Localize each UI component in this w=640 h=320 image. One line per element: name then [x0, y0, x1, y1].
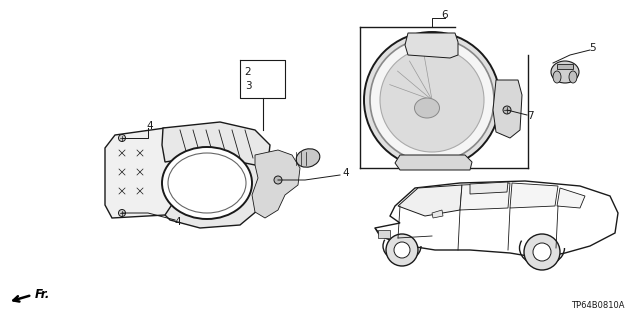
- Ellipse shape: [296, 149, 320, 167]
- Circle shape: [524, 234, 560, 270]
- Text: 4: 4: [175, 217, 181, 227]
- Text: TP64B0810A: TP64B0810A: [572, 301, 625, 310]
- Polygon shape: [432, 210, 443, 218]
- Polygon shape: [405, 33, 458, 58]
- Polygon shape: [105, 128, 175, 218]
- Polygon shape: [557, 188, 585, 208]
- Polygon shape: [150, 138, 268, 228]
- Text: 2: 2: [244, 67, 252, 77]
- Ellipse shape: [569, 71, 577, 83]
- Polygon shape: [470, 182, 508, 194]
- Polygon shape: [398, 185, 462, 216]
- Circle shape: [503, 106, 511, 114]
- Ellipse shape: [553, 71, 561, 83]
- Bar: [378, 230, 390, 238]
- Text: 6: 6: [442, 10, 448, 20]
- Ellipse shape: [162, 147, 252, 219]
- Circle shape: [118, 210, 125, 217]
- Circle shape: [274, 176, 282, 184]
- Text: 7: 7: [527, 111, 533, 121]
- Polygon shape: [460, 183, 510, 210]
- Ellipse shape: [415, 98, 440, 118]
- Circle shape: [533, 243, 551, 261]
- Circle shape: [370, 38, 494, 162]
- Circle shape: [394, 242, 410, 258]
- Polygon shape: [252, 150, 300, 218]
- Polygon shape: [395, 155, 472, 170]
- Bar: [557, 64, 573, 69]
- Text: 3: 3: [244, 81, 252, 91]
- Ellipse shape: [168, 153, 246, 213]
- Circle shape: [118, 134, 125, 141]
- Polygon shape: [375, 181, 618, 258]
- Polygon shape: [493, 80, 522, 138]
- Text: 5: 5: [589, 43, 595, 53]
- Circle shape: [386, 234, 418, 266]
- Text: 4: 4: [147, 121, 154, 131]
- Polygon shape: [162, 122, 270, 165]
- Text: 4: 4: [342, 168, 349, 178]
- Circle shape: [380, 48, 484, 152]
- Polygon shape: [510, 183, 558, 208]
- Circle shape: [364, 32, 500, 168]
- Text: Fr.: Fr.: [35, 287, 51, 300]
- Ellipse shape: [551, 61, 579, 83]
